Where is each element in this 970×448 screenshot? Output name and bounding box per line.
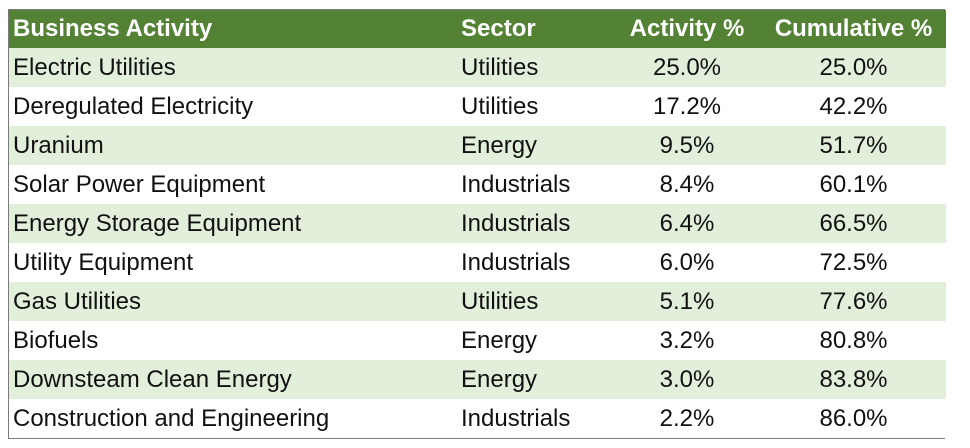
column-header-cumulative-pct[interactable]: Cumulative % xyxy=(761,10,946,48)
table-row: Uranium Energy 9.5% 51.7% xyxy=(9,126,946,165)
table-body: Electric Utilities Utilities 25.0% 25.0% Der… xyxy=(9,48,946,438)
table-row: Deregulated Electricity Utilities 17.2% 42.… xyxy=(9,87,946,126)
column-header-activity-pct[interactable]: Activity % xyxy=(613,10,761,48)
table-row: Energy Storage Equipment Industrials 6.4% 6… xyxy=(9,204,946,243)
cell-business-activity[interactable]: Uranium xyxy=(9,126,461,165)
cell-sector[interactable]: Industrials xyxy=(461,204,613,243)
cell-cumulative-pct[interactable]: 60.1% xyxy=(761,165,946,204)
cell-business-activity[interactable]: Utility Equipment xyxy=(9,243,461,282)
table-row: Utility Equipment Industrials 6.0% 72.5% xyxy=(9,243,946,282)
business-activity-table: Business Activity Sector Activity % Cumu… xyxy=(8,9,946,439)
cell-business-activity[interactable]: Electric Utilities xyxy=(9,48,461,87)
column-header-sector[interactable]: Sector xyxy=(461,10,613,48)
cell-activity-pct[interactable]: 6.0% xyxy=(613,243,761,282)
cell-cumulative-pct[interactable]: 77.6% xyxy=(761,282,946,321)
cell-sector[interactable]: Energy xyxy=(461,321,613,360)
cell-business-activity[interactable]: Gas Utilities xyxy=(9,282,461,321)
cell-sector[interactable]: Utilities xyxy=(461,48,613,87)
cell-activity-pct[interactable]: 3.0% xyxy=(613,360,761,399)
cell-cumulative-pct[interactable]: 25.0% xyxy=(761,48,946,87)
table-row: Gas Utilities Utilities 5.1% 77.6% xyxy=(9,282,946,321)
cell-business-activity[interactable]: Biofuels xyxy=(9,321,461,360)
table-row: Biofuels Energy 3.2% 80.8% xyxy=(9,321,946,360)
cell-sector[interactable]: Utilities xyxy=(461,87,613,126)
table-row: Electric Utilities Utilities 25.0% 25.0% xyxy=(9,48,946,87)
cell-cumulative-pct[interactable]: 80.8% xyxy=(761,321,946,360)
cell-business-activity[interactable]: Deregulated Electricity xyxy=(9,87,461,126)
cell-business-activity[interactable]: Solar Power Equipment xyxy=(9,165,461,204)
cell-activity-pct[interactable]: 25.0% xyxy=(613,48,761,87)
cell-cumulative-pct[interactable]: 66.5% xyxy=(761,204,946,243)
cell-cumulative-pct[interactable]: 51.7% xyxy=(761,126,946,165)
table-row: Downsteam Clean Energy Energy 3.0% 83.8% xyxy=(9,360,946,399)
cell-activity-pct[interactable]: 8.4% xyxy=(613,165,761,204)
cell-sector[interactable]: Industrials xyxy=(461,165,613,204)
cell-activity-pct[interactable]: 17.2% xyxy=(613,87,761,126)
header-row: Business Activity Sector Activity % Cumu… xyxy=(9,10,946,48)
cell-sector[interactable]: Utilities xyxy=(461,282,613,321)
cell-cumulative-pct[interactable]: 86.0% xyxy=(761,399,946,438)
table-row: Solar Power Equipment Industrials 8.4% 60.1… xyxy=(9,165,946,204)
cell-cumulative-pct[interactable]: 83.8% xyxy=(761,360,946,399)
cell-sector[interactable]: Energy xyxy=(461,360,613,399)
cell-cumulative-pct[interactable]: 72.5% xyxy=(761,243,946,282)
cell-activity-pct[interactable]: 6.4% xyxy=(613,204,761,243)
cell-sector[interactable]: Energy xyxy=(461,126,613,165)
cell-business-activity[interactable]: Energy Storage Equipment xyxy=(9,204,461,243)
column-header-business-activity[interactable]: Business Activity xyxy=(9,10,461,48)
cell-activity-pct[interactable]: 9.5% xyxy=(613,126,761,165)
cell-activity-pct[interactable]: 5.1% xyxy=(613,282,761,321)
cell-cumulative-pct[interactable]: 42.2% xyxy=(761,87,946,126)
data-table: Business Activity Sector Activity % Cumu… xyxy=(9,10,946,438)
cell-sector[interactable]: Industrials xyxy=(461,399,613,438)
cell-business-activity[interactable]: Downsteam Clean Energy xyxy=(9,360,461,399)
cell-business-activity[interactable]: Construction and Engineering xyxy=(9,399,461,438)
cell-sector[interactable]: Industrials xyxy=(461,243,613,282)
table-row: Construction and Engineering Industrials 2… xyxy=(9,399,946,438)
cell-activity-pct[interactable]: 2.2% xyxy=(613,399,761,438)
cell-activity-pct[interactable]: 3.2% xyxy=(613,321,761,360)
